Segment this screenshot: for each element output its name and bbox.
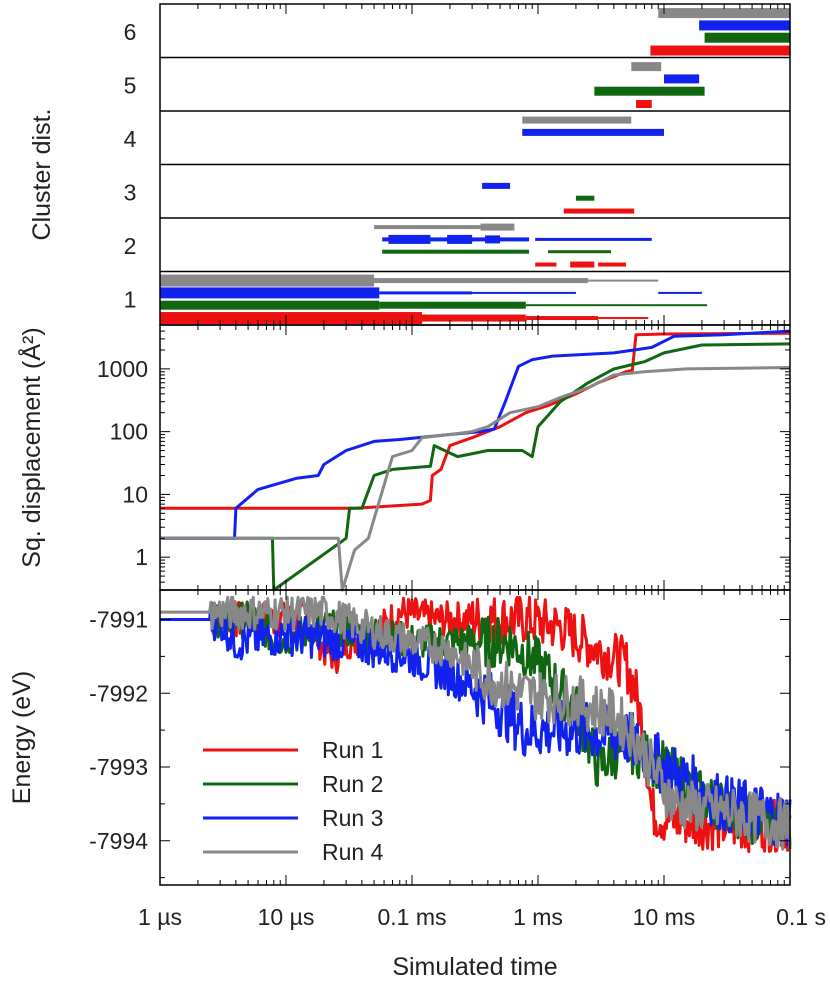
- cluster-interval-run2-cat1: [160, 300, 380, 310]
- cluster-interval-run1-cat6: [650, 45, 790, 56]
- cluster-interval-run3-cat5: [664, 74, 700, 84]
- sq-y-tick-label: 10: [122, 481, 148, 507]
- sq-line-run-2: [160, 342, 791, 592]
- cluster-tick-label: 4: [124, 126, 137, 152]
- sq-displacement-panel: 1 10 100 1000 Sq. displacement (Å²): [16, 324, 791, 592]
- sq-line-run-1: [160, 331, 791, 510]
- cluster-interval-run3-cat2: [485, 235, 501, 244]
- legend-label-run2: Run 2: [322, 771, 383, 797]
- cluster-interval-run1-cat2: [598, 262, 627, 267]
- sq-y-tick-label: 100: [110, 419, 148, 445]
- sq-y-axis-label: Sq. displacement (Å²): [16, 327, 46, 567]
- cluster-interval-run1-cat2: [570, 261, 595, 268]
- energy-y-tick-label: -7994: [89, 828, 148, 854]
- cluster-interval-run4-cat1: [160, 274, 375, 287]
- x-tick-label: 1 ms: [513, 904, 563, 930]
- legend: Run 1 Run 2 Run 3 Run 4: [203, 737, 384, 865]
- cluster-interval-run2-cat2: [382, 249, 530, 254]
- cluster-interval-run3-cat4: [522, 128, 664, 136]
- cluster-y-axis-label: Cluster dist.: [28, 109, 56, 241]
- cluster-interval-run4-cat6: [658, 8, 790, 19]
- cluster-interval-run1-cat1: [598, 317, 649, 320]
- cluster-interval-run3-cat6: [699, 20, 790, 31]
- x-tick-label: 0.1 ms: [377, 904, 446, 930]
- cluster-interval-run4-cat5: [631, 62, 662, 72]
- cluster-interval-run2-cat5: [594, 86, 705, 96]
- cluster-interval-run3-cat2: [535, 237, 652, 241]
- cluster-interval-run1-cat5: [636, 100, 652, 109]
- cluster-interval-run2-cat1: [525, 304, 708, 307]
- cluster-interval-run3-cat1: [658, 291, 702, 294]
- sq-line-run-4: [160, 366, 791, 592]
- cluster-tick-label: 1: [124, 286, 137, 312]
- x-tick-label: 0.1 s: [776, 904, 826, 930]
- cluster-interval-run1-cat1: [421, 314, 526, 322]
- cluster-interval-run3-cat1: [379, 291, 473, 295]
- cluster-interval-run3-cat2: [447, 234, 473, 244]
- cluster-interval-run1-cat2: [535, 262, 557, 267]
- x-tick-label: 1 µs: [138, 904, 182, 930]
- cluster-interval-run3-cat1: [472, 291, 576, 294]
- legend-label-run3: Run 3: [322, 805, 383, 831]
- cluster-tick-label: 2: [124, 233, 137, 259]
- cluster-distribution-panel: 1 2 3 4 5 6 Cluster dist.: [28, 3, 791, 326]
- energy-y-tick-label: -7991: [89, 607, 148, 633]
- cluster-interval-run4-cat1: [374, 278, 589, 284]
- cluster-tick-label: 5: [124, 72, 137, 98]
- cluster-tick-label: 6: [124, 19, 137, 45]
- cluster-interval-run2-cat3: [575, 195, 595, 201]
- cluster-interval-run4-cat4: [522, 116, 632, 124]
- cluster-interval-run1-cat3: [563, 208, 635, 214]
- cluster-interval-run3-cat3: [482, 182, 511, 189]
- cluster-interval-run1-cat1: [160, 312, 422, 325]
- energy-panel-frame: [159, 589, 791, 886]
- sq-y-tick-label: 1: [135, 544, 148, 570]
- sq-y-tick-label: 1000: [97, 356, 148, 382]
- x-tick-label: 10 ms: [633, 904, 696, 930]
- energy-line-run-4: [159, 595, 792, 851]
- legend-label-run1: Run 1: [322, 737, 383, 763]
- cluster-interval-run2-cat6: [704, 32, 790, 43]
- x-axis-label: Simulated time: [392, 953, 557, 981]
- legend-label-run4: Run 4: [322, 839, 384, 865]
- energy-panel: -7991 -7992 -7993 -7994 Energy (eV): [8, 589, 792, 886]
- cluster-interval-run3-cat2: [388, 234, 431, 244]
- cluster-interval-run1-cat1: [525, 316, 599, 321]
- energy-y-tick-label: -7992: [89, 680, 148, 706]
- x-tick-label: 10 µs: [258, 904, 315, 930]
- cluster-interval-run3-cat1: [160, 287, 380, 299]
- cluster-interval-run4-cat1: [588, 279, 659, 282]
- cluster-interval-run4-cat2: [480, 223, 515, 231]
- cluster-interval-run2-cat1: [379, 301, 526, 309]
- cluster-interval-run2-cat2: [547, 250, 612, 254]
- cluster-interval-run4-cat2: [374, 225, 481, 230]
- energy-y-axis-label: Energy (eV): [8, 671, 36, 804]
- energy-y-tick-label: -7993: [89, 754, 148, 780]
- sq-panel-frame: [159, 324, 791, 591]
- cluster-tick-label: 3: [124, 179, 137, 205]
- x-axis: 1 µs 10 µs 0.1 ms 1 ms 10 ms 0.1 s Simulated t…: [138, 904, 826, 981]
